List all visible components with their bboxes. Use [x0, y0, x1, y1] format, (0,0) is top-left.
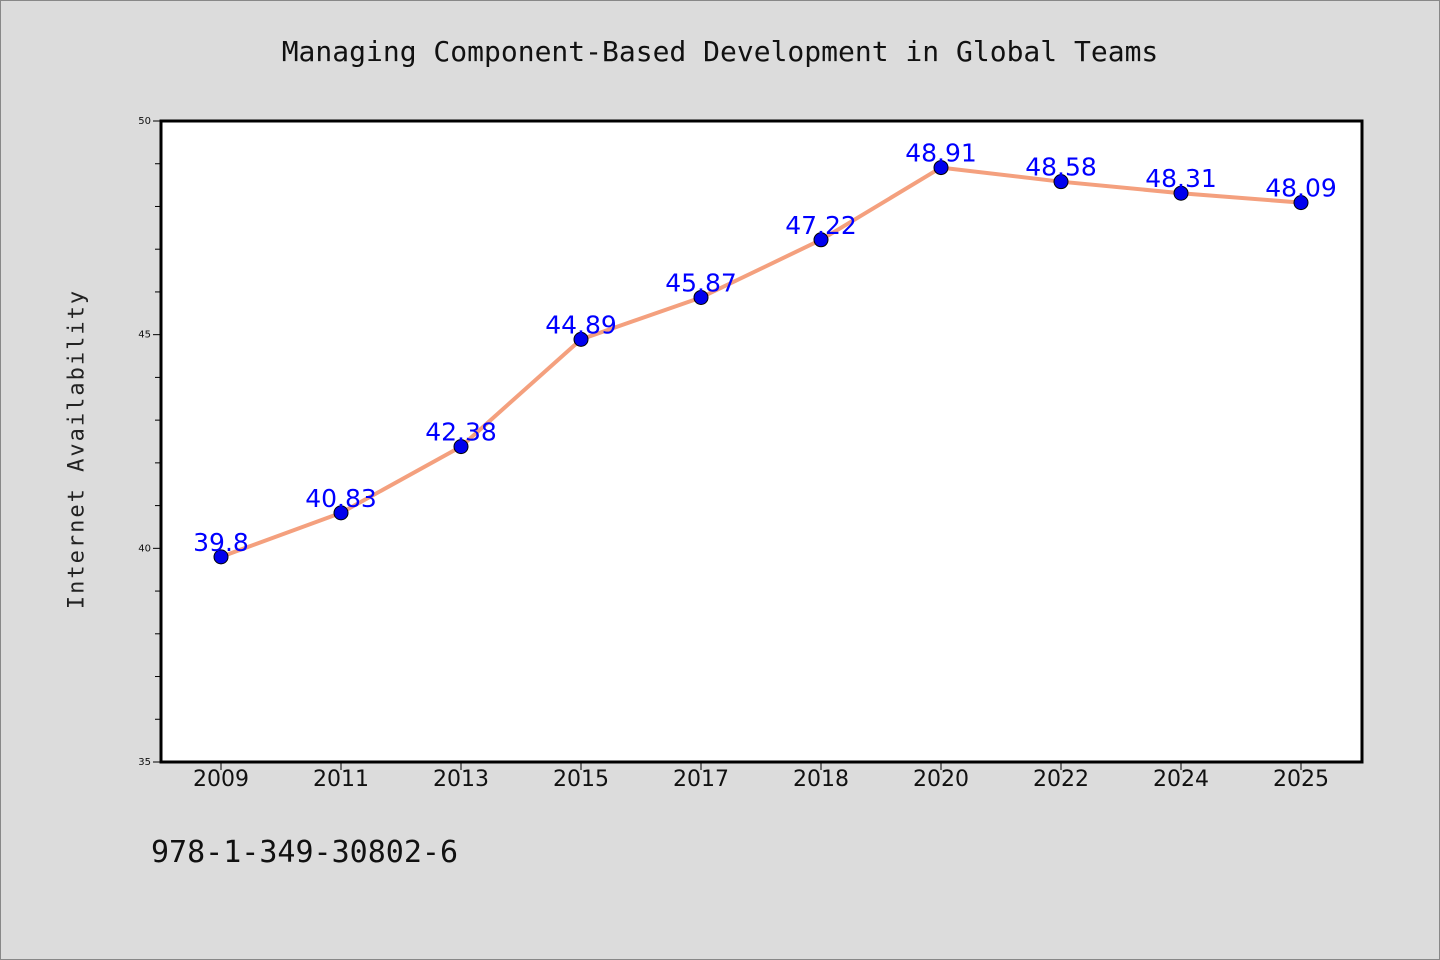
data-label: 48.91 [905, 139, 977, 168]
y-axis-ticks: 35 40 45 50 [138, 116, 151, 768]
data-point [1173, 185, 1189, 201]
data-label: 48.09 [1265, 174, 1337, 203]
data-labels: 39.8 40.83 42.38 44.89 45.87 47.22 48.91 48.58 4… [193, 139, 1337, 557]
data-label: 44.89 [545, 310, 617, 339]
x-tick-label: 2017 [673, 767, 729, 792]
data-label: 47.22 [785, 211, 857, 240]
x-tick-label: 2015 [553, 767, 609, 792]
x-axis-ticks: 2009 2011 2013 2015 2017 2018 2020 2022 2024 2025 [193, 762, 1329, 792]
data-point [1053, 174, 1069, 190]
x-tick-label: 2022 [1033, 767, 1089, 792]
series-line [220, 165, 1302, 559]
data-point [573, 331, 589, 347]
x-tick-label: 2025 [1273, 767, 1329, 792]
data-label: 48.58 [1025, 153, 1097, 182]
y-tick-label: 45 [138, 330, 151, 341]
data-label: 42.38 [425, 418, 497, 447]
data-label: 45.87 [665, 268, 737, 297]
x-tick-label: 2018 [793, 767, 849, 792]
data-point [933, 160, 949, 176]
x-tick-label: 2013 [433, 767, 489, 792]
data-point [333, 505, 349, 521]
plot-area [161, 121, 1362, 762]
y-tick-label: 40 [138, 543, 151, 554]
plot-frame [159, 119, 1364, 764]
x-tick-label: 2020 [913, 767, 969, 792]
chart-title: Managing Component-Based Development in … [281, 35, 1159, 68]
data-label: 40.83 [305, 484, 377, 513]
data-point [213, 549, 229, 565]
isbn-footer: 978-1-349-30802-6 [151, 835, 459, 870]
x-tick-label: 2024 [1153, 767, 1209, 792]
data-points [213, 160, 1309, 565]
x-tick-label: 2009 [193, 767, 249, 792]
y-tick-label: 50 [138, 116, 151, 127]
y-tick-label: 35 [138, 757, 151, 768]
data-label: 48.31 [1145, 164, 1217, 193]
data-point [693, 289, 709, 305]
x-tick-label: 2011 [313, 767, 369, 792]
data-label: 39.8 [193, 528, 249, 557]
data-point [813, 232, 829, 248]
data-point [453, 439, 469, 455]
data-point [1293, 195, 1309, 211]
